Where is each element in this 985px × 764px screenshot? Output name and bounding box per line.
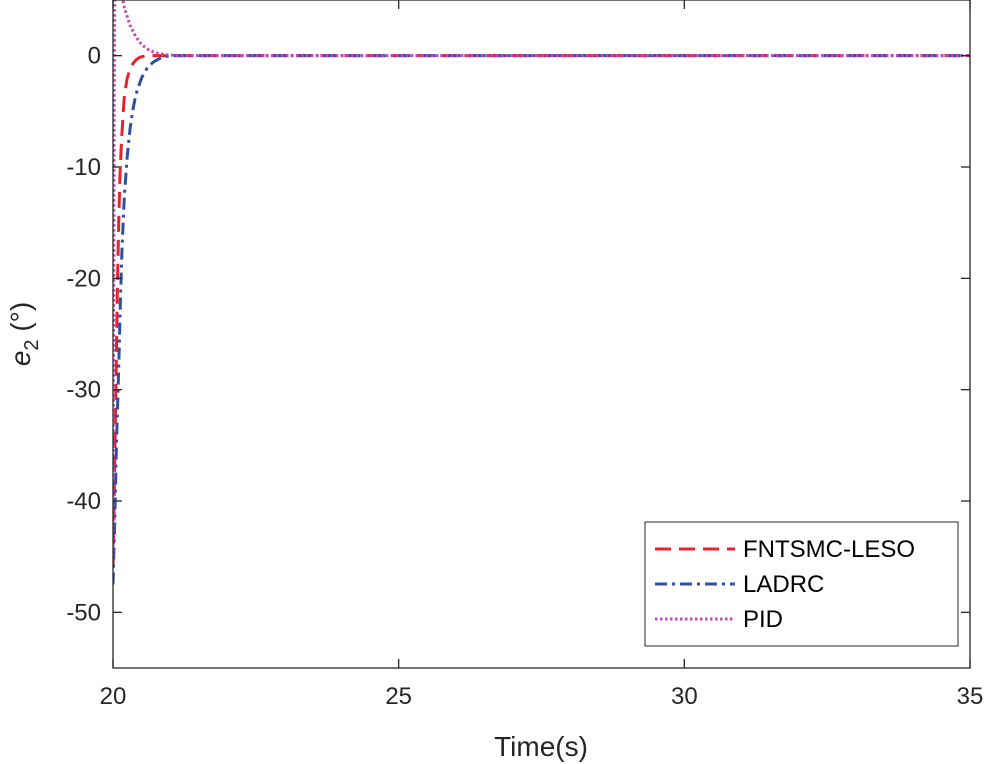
- x-tick-label: 25: [385, 683, 412, 710]
- y-tick-label: -40: [66, 488, 101, 515]
- series-line-pid: [113, 0, 970, 557]
- x-axis-label: Time(s): [494, 731, 588, 762]
- y-tick-label: -50: [66, 599, 101, 626]
- y-tick-label: 0: [88, 43, 101, 70]
- series-line-ladrc: [113, 54, 970, 585]
- y-axis-label-main: e: [5, 351, 36, 367]
- y-axis-label: e2 (°): [5, 302, 43, 366]
- legend-label: LADRC: [743, 571, 824, 598]
- legend-label: PID: [743, 606, 783, 633]
- y-tick-label: -20: [66, 265, 101, 292]
- x-tick-label: 35: [957, 683, 984, 710]
- y-tick-label: -10: [66, 154, 101, 181]
- y-axis-label-unit: (°): [5, 302, 36, 340]
- plot-frame: [112, 0, 971, 669]
- legend: FNTSMC-LESO LADRC PID: [644, 521, 959, 647]
- series-layer: [113, 0, 970, 585]
- y-tick-label: -30: [66, 377, 101, 404]
- y-axis-label-subscript: 2: [21, 339, 43, 350]
- x-tick-label: 30: [671, 683, 698, 710]
- legend-label: FNTSMC-LESO: [743, 536, 915, 563]
- x-tick-label: 20: [100, 683, 127, 710]
